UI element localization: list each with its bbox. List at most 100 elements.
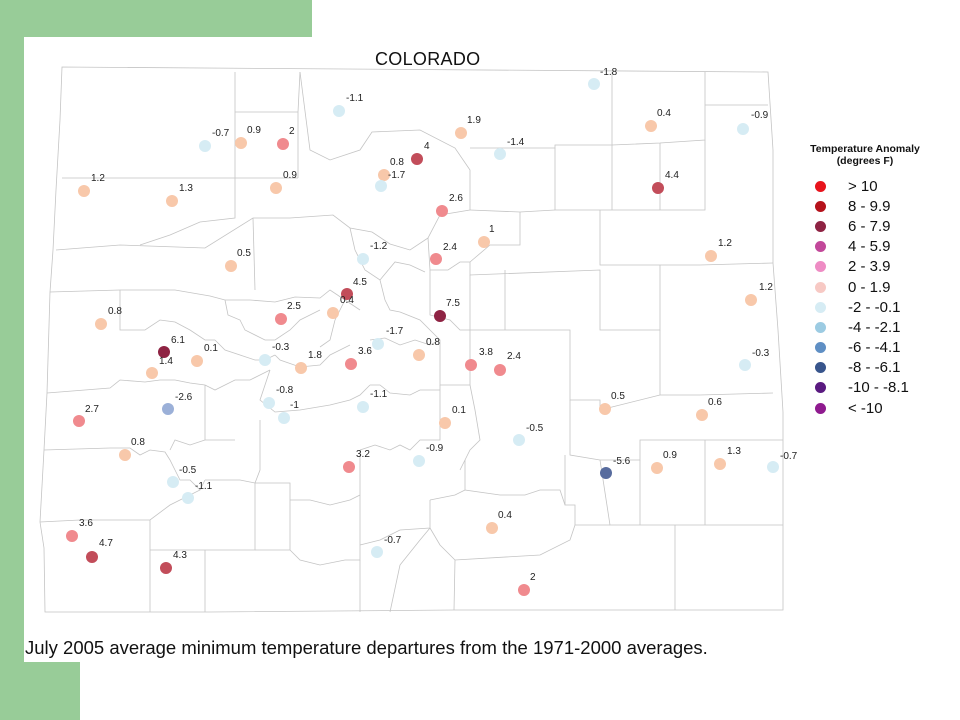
legend-swatch <box>815 180 826 192</box>
station-point: -5.6 <box>600 456 631 479</box>
legend-swatch <box>815 281 826 293</box>
station-point: -2.6 <box>162 392 193 415</box>
station-value-label: 2.4 <box>507 351 521 362</box>
station-value-label: 0.9 <box>663 450 677 461</box>
station-marker <box>588 78 600 90</box>
station-point: 0.8 <box>378 157 404 181</box>
station-point: 1.3 <box>714 446 741 470</box>
county-boundary <box>252 217 426 291</box>
station-value-label: 0.5 <box>237 248 251 259</box>
station-marker <box>259 354 271 366</box>
county-boundary <box>39 479 206 523</box>
county-boundaries <box>39 66 784 613</box>
station-point: 0.8 <box>413 337 440 361</box>
station-value-label: 4.7 <box>99 538 113 549</box>
station-value-label: -1.4 <box>507 137 525 148</box>
station-value-label: 0.8 <box>108 306 122 317</box>
station-value-label: -0.8 <box>276 385 294 396</box>
station-marker <box>371 546 383 558</box>
county-boundary <box>369 337 441 346</box>
station-value-label: 2.4 <box>443 242 457 253</box>
station-marker <box>199 140 211 152</box>
station-point: 1.3 <box>166 183 193 207</box>
station-value-label: -1.7 <box>388 170 406 181</box>
station-marker <box>518 584 530 596</box>
station-point: 3.6 <box>66 518 93 542</box>
station-value-label: 0.5 <box>611 391 625 402</box>
county-boundary <box>429 270 470 331</box>
station-point: 3.8 <box>465 347 493 371</box>
station-marker <box>357 253 369 265</box>
legend-title: Temperature Anomaly (degrees F) <box>795 143 935 167</box>
station-point: 4.3 <box>160 550 187 574</box>
station-point: 0.8 <box>119 437 145 461</box>
county-boundary <box>174 469 201 491</box>
county-boundary <box>46 369 271 394</box>
station-value-label: 0.9 <box>283 170 297 181</box>
station-value-label: -0.3 <box>272 342 290 353</box>
station-point: 0.5 <box>599 391 625 415</box>
station-marker <box>327 307 339 319</box>
station-value-label: -1.2 <box>370 241 388 252</box>
legend-label: < -10 <box>848 399 883 417</box>
station-value-label: 0.9 <box>247 125 261 136</box>
station-marker <box>645 120 657 132</box>
station-value-label: 0.8 <box>426 337 440 348</box>
station-marker <box>275 313 287 325</box>
station-value-label: 0.4 <box>498 510 512 521</box>
station-marker <box>357 401 369 413</box>
station-value-label: -1.1 <box>370 389 388 400</box>
station-marker <box>378 169 390 181</box>
station-marker <box>225 260 237 272</box>
station-marker <box>436 205 448 217</box>
county-boundary <box>259 369 371 413</box>
station-value-label: -0.5 <box>526 423 544 434</box>
legend-item: -2 - -0.1 <box>815 297 909 317</box>
station-value-label: 1.9 <box>467 115 481 126</box>
station-point: 2 <box>277 126 295 150</box>
station-value-label: 2.6 <box>449 193 463 204</box>
station-marker <box>465 359 477 371</box>
legend-title-line2: (degrees F) <box>836 155 894 167</box>
station-marker <box>162 403 174 415</box>
legend-item: -6 - -4.1 <box>815 338 909 358</box>
station-marker <box>278 412 290 424</box>
station-point: 2 <box>518 572 536 596</box>
station-value-label: -1.8 <box>600 67 618 78</box>
station-point: -1.2 <box>357 241 388 265</box>
legend-label: 2 - 3.9 <box>848 258 891 276</box>
station-marker <box>345 358 357 370</box>
county-boundary <box>399 311 471 386</box>
county-boundary <box>139 178 236 246</box>
station-point: 4.4 <box>652 170 679 194</box>
station-point: 6.1 <box>158 335 185 358</box>
station-marker <box>158 346 170 358</box>
county-boundary <box>469 262 661 331</box>
legend-swatch <box>815 402 826 414</box>
station-point: -0.8 <box>263 385 294 409</box>
county-boundary <box>255 482 361 550</box>
station-marker <box>146 367 158 379</box>
station-value-label: 2.5 <box>287 301 301 312</box>
station-value-label: 1.8 <box>308 350 322 361</box>
station-marker <box>767 461 779 473</box>
green-band-top <box>0 0 312 37</box>
county-boundary <box>464 460 566 506</box>
county-boundary <box>149 520 206 612</box>
station-marker <box>696 409 708 421</box>
legend-label: -2 - -0.1 <box>848 298 901 316</box>
station-marker <box>455 127 467 139</box>
station-value-label: -1.1 <box>195 481 213 492</box>
station-marker <box>705 250 717 262</box>
legend-swatch <box>815 362 826 374</box>
station-value-label: 2 <box>289 126 295 137</box>
county-boundary <box>429 524 576 611</box>
station-point: 2.6 <box>436 193 463 217</box>
station-value-label: 4.5 <box>353 277 367 288</box>
station-point: -0.9 <box>737 110 769 135</box>
county-boundary <box>274 344 351 368</box>
station-value-label: -0.7 <box>212 128 230 139</box>
station-marker <box>277 138 289 150</box>
station-marker <box>73 415 85 427</box>
